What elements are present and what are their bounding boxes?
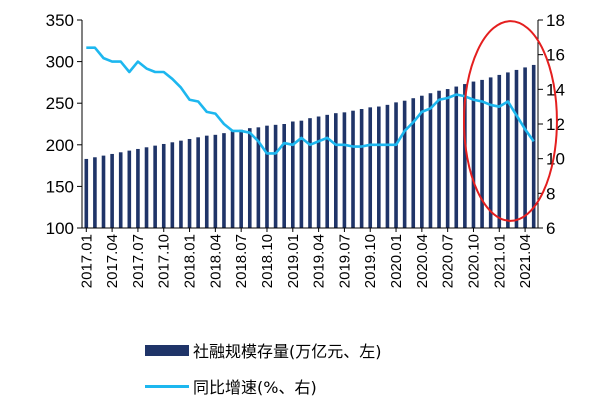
bar-2017.03 [101,155,106,228]
y-right-tick-18: 18 [546,11,565,30]
legend-line-swatch [145,384,189,388]
x-tick-2021.04: 2021.04 [517,234,534,288]
x-tick-2020.10: 2020.10 [465,234,482,288]
legend-line-label: 同比增速(%、右) [193,378,317,397]
bar-2020.06 [437,90,441,228]
y-right-tick-6: 6 [546,219,555,238]
y-left-tick-150: 150 [46,177,74,196]
bar-2019.04 [316,116,321,228]
bar-2021.01 [497,74,502,228]
x-tick-2019.07: 2019.07 [336,234,353,288]
y-left-tick-200: 200 [46,136,74,155]
bar-2018.11 [273,124,278,228]
y-left-tick-100: 100 [46,219,74,238]
bar-2020.08 [454,86,459,228]
y-left-tick-250: 250 [46,94,74,113]
bar-2017.09 [153,145,157,228]
bar-2019.10 [368,107,373,228]
x-tick-2019.04: 2019.04 [311,234,328,288]
x-tick-2017.01: 2017.01 [78,234,95,288]
bar-2021.02 [506,72,510,228]
bar-2019.08 [351,110,355,228]
y-right-tick-12: 12 [546,115,565,134]
bar-2017.01 [84,158,89,228]
bar-2020.02 [402,100,407,228]
bar-2018.09 [256,127,261,228]
legend-bar-swatch [145,344,189,356]
bar-2019.02 [299,120,304,228]
bar-2018.04 [213,134,218,228]
legend-item-line: 同比增速(%、右) [145,374,317,398]
x-tick-2017.10: 2017.10 [156,234,173,288]
bar-2020.12 [488,77,493,228]
bar-2020.03 [411,98,416,229]
bar-2020.09 [463,84,467,228]
bar-2019.01 [290,121,295,228]
bar-2018.03 [204,135,209,228]
bar-2017.05 [118,152,123,228]
bar-2019.07 [342,112,347,228]
bar-2019.11 [377,106,381,228]
bar-2021.03 [514,69,519,228]
bar-2018.10 [265,125,269,228]
y-right-tick-16: 16 [546,46,565,65]
x-tick-2017.04: 2017.04 [104,234,121,288]
bar-2020.01 [394,102,398,228]
x-tick-2019.10: 2019.10 [362,234,379,288]
bar-2019.09 [359,109,364,228]
highlight-ellipse [463,20,558,222]
x-tick-2020.04: 2020.04 [414,234,431,288]
bar-2017.11 [170,142,175,228]
bar-2020.05 [428,93,433,228]
x-tick-2019.01: 2019.01 [285,234,302,288]
x-axis-ticks: 2017.01 2017.04 2017.07 2017.10 2018.01 2018.… [78,228,534,288]
bar-2020.04 [420,95,424,229]
legend-bar-label: 社融规模存量(万亿元、左) [193,342,382,361]
bar-2021.04 [523,67,527,228]
bar-2017.12 [179,140,183,228]
bar-2020.07 [445,89,450,228]
bar-2018.12 [282,124,286,228]
bar-2019.03 [308,118,312,228]
bar-2017.07 [136,148,140,228]
x-tick-2018.10: 2018.10 [259,234,276,288]
bar-2017.06 [127,150,132,228]
x-tick-2017.07: 2017.07 [130,234,147,288]
bar-2021.05 [531,64,536,229]
bar-2020.11 [480,79,484,229]
x-tick-2020.07: 2020.07 [440,234,457,288]
x-tick-2021.01: 2021.01 [491,234,508,288]
bar-series-group [84,64,536,229]
y-right-tick-8: 8 [546,184,555,203]
bar-2017.04 [110,153,114,228]
y-right-tick-10: 10 [546,150,565,169]
bar-2018.08 [247,128,252,228]
bar-2019.12 [385,104,390,228]
x-tick-2018.07: 2018.07 [233,234,250,288]
bar-2019.05 [325,114,330,228]
bar-2020.10 [471,81,476,228]
bar-2018.01 [187,138,192,228]
bar-2017.08 [144,147,149,228]
legend-item-bar: 社融规模存量(万亿元、左) [145,338,382,362]
y-left-tick-300: 300 [46,53,74,72]
x-tick-2020.01: 2020.01 [388,234,405,288]
y-left-tick-350: 350 [46,11,74,30]
growth-rate-line [86,46,535,155]
bar-2018.02 [196,137,200,228]
x-tick-2018.01: 2018.01 [182,234,199,288]
bar-2017.10 [161,143,166,228]
x-tick-2018.04: 2018.04 [207,234,224,288]
bar-2018.07 [239,129,243,228]
y-axis-left-ticks: 100 150 200 250 300 350 [46,11,82,238]
bar-2019.06 [334,113,338,228]
bar-2017.02 [93,157,97,228]
bar-2018.05 [222,133,226,228]
bar-2018.06 [230,131,235,228]
